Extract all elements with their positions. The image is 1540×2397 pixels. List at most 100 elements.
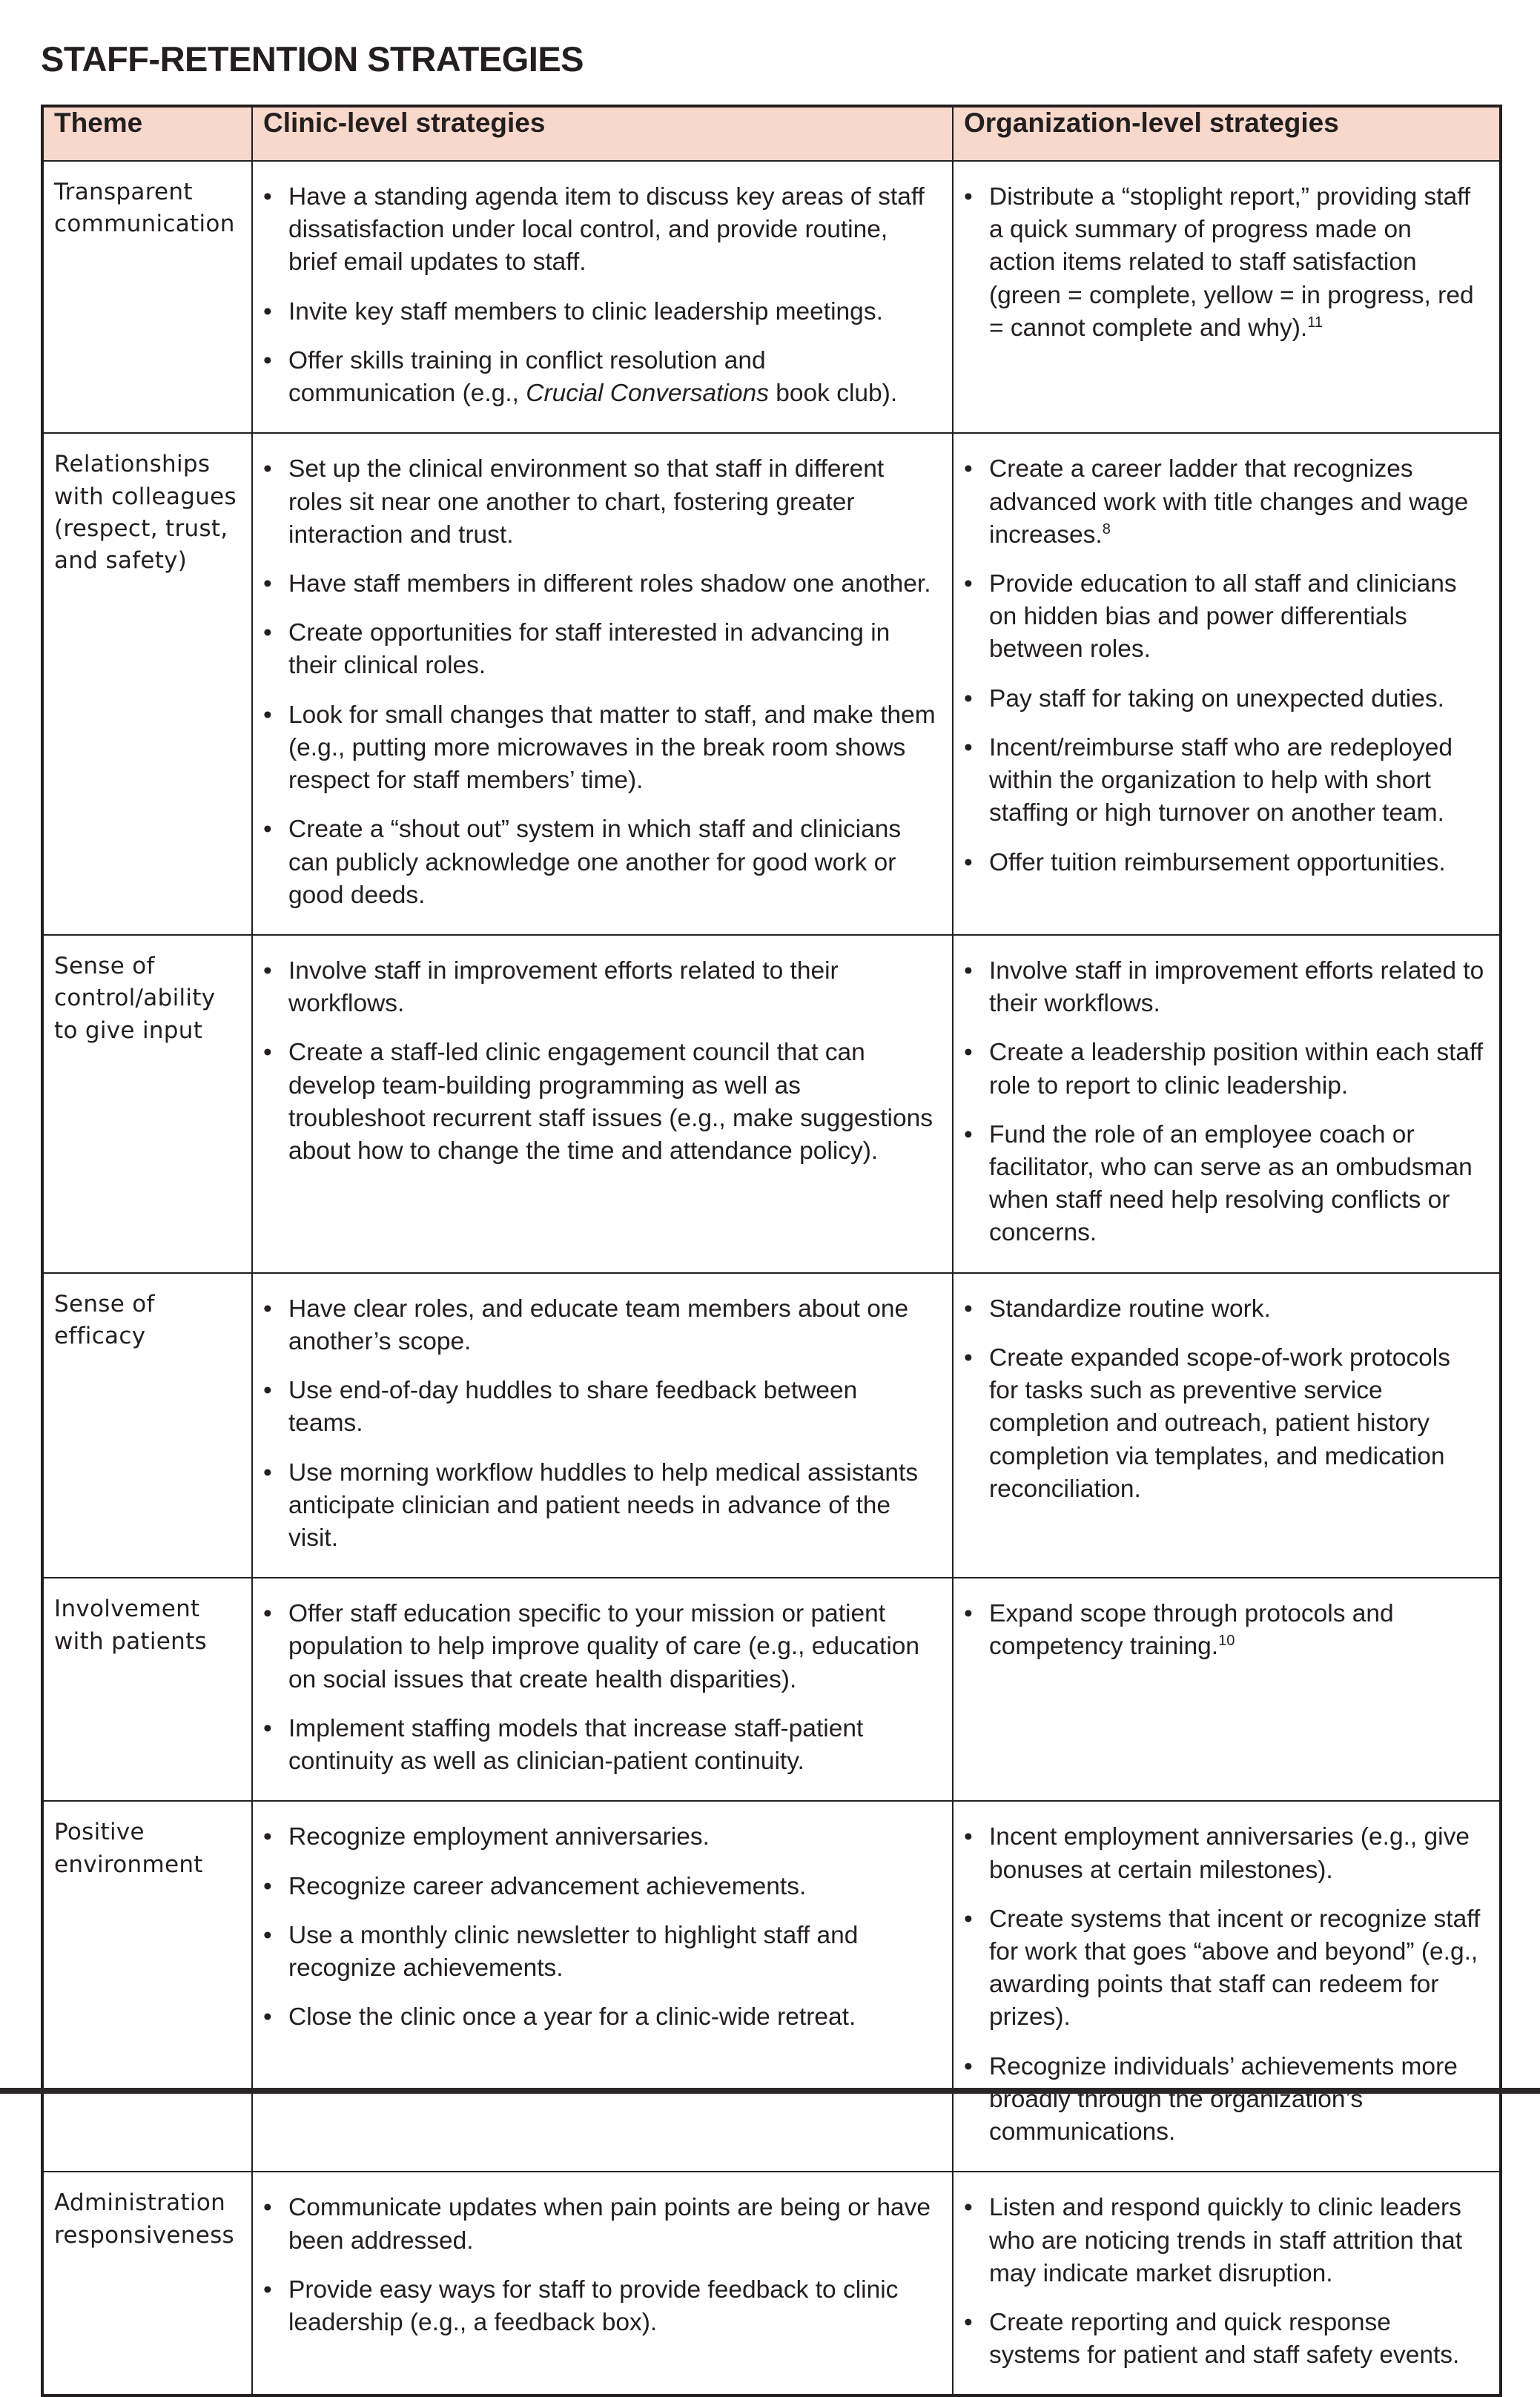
bullet-item: • Invite key staff members to clinic lead… [262,296,937,328]
clinic-strategies-cell: • Offer staff education specific to your … [251,1577,954,1802]
bullet-icon: • [964,183,973,211]
bullet-item: • Fund the role of an employee coach or f… [962,1119,1484,1250]
bullet-icon: • [263,1823,272,1851]
organization-strategies-cell: • Create a career ladder that recognizes … [952,432,1501,936]
bullet-text: Recognize employment anniversaries. [288,1823,710,1851]
bullet-icon: • [964,2052,973,2080]
organization-strategies-cell: • Listen and respond quickly to clinic le… [952,2171,1501,2397]
bullet-item: • Have clear roles, and educate team memb… [262,1293,937,1358]
table-row: Administration responsiveness • Communicat… [42,2171,1501,2397]
bullet-icon: • [263,455,272,483]
bullet-item: • Involve staff in improvement efforts re… [262,955,937,1020]
page-bottom-rule [0,2088,1540,2094]
bullet-item: • Create reporting and quick response sys… [962,2307,1484,2372]
col-header-theme: Theme [42,105,253,162]
bullet-icon: • [263,619,272,647]
bullet-icon: • [263,569,272,598]
bullet-item: • Create a staff-led clinic engagement co… [262,1037,937,1168]
theme-cell: Involvement with patients [42,1577,253,1802]
bullet-text: Create expanded scope-of-work protocols … [989,1343,1450,1503]
page-title: STAFF-RETENTION STRATEGIES [41,39,584,79]
bullet-item: • Offer tuition reimbursement opportuniti… [962,847,1484,879]
bullet-item: • Create systems that incent or recognize… [962,1903,1484,2034]
bullet-icon: • [964,1120,973,1148]
bullet-text: Use a monthly clinic newsletter to highl… [288,1921,859,1982]
bullet-text: Have staff members in different roles sh… [288,569,931,598]
bullet-icon: • [263,297,272,325]
table-row: Transparent communication • Have a standin… [42,159,1501,434]
bullet-icon: • [964,684,973,713]
bullet-icon: • [964,2194,973,2222]
bullet-text: Involve staff in improvement efforts rel… [989,956,1484,1018]
bullet-item: • Close the clinic once a year for a clin… [262,2001,937,2034]
bullet-icon: • [263,1600,272,1628]
bullet-item: • Listen and respond quickly to clinic le… [962,2192,1484,2290]
bullet-icon: • [263,956,272,985]
organization-strategies-cell: • Incent employment anniversaries (e.g., … [952,1800,1501,2173]
bullet-text: Recognize career advancement achievement… [288,1872,807,1900]
bullet-item: • Incent/reimburse staff who are redeploy… [962,732,1484,830]
bullet-item: • Have a standing agenda item to discuss … [262,181,937,280]
bullet-icon: • [964,956,973,985]
bullet-text: Have clear roles, and educate team membe… [288,1295,909,1355]
bullet-icon: • [263,1714,272,1742]
theme-cell: Positive environment [42,1800,253,2173]
bullet-icon: • [263,1921,272,1949]
bullet-item: • Offer staff education specific to your … [262,1598,937,1696]
theme-cell: Sense of control/ability to give input [42,933,253,1274]
bullet-icon: • [964,455,973,483]
organization-strategies-cell: • Involve staff in improvement efforts re… [952,933,1501,1274]
bullet-text: Create opportunities for staff intereste… [288,619,890,680]
bullet-text: Have a standing agenda item to discuss k… [288,183,925,277]
bullet-item: • Use a monthly clinic newsletter to high… [262,1920,937,1985]
bullet-icon: • [964,1039,973,1067]
table-row: Involvement with patients • Offer staff ed… [42,1577,1501,1802]
bullet-item: • Recognize employment anniversaries. [262,1821,937,1854]
bullet-text: Incent/reimburse staff who are redeploye… [989,733,1453,827]
bullet-text: Fund the role of an employee coach or fa… [989,1120,1473,1247]
bullet-item: • Recognize career advancement achievemen… [262,1871,937,1903]
bullet-text: Distribute a “stoplight report,” providi… [989,183,1474,342]
bullet-icon: • [964,1600,973,1628]
clinic-strategies-cell: • Have a standing agenda item to discuss … [251,159,954,434]
clinic-strategies-cell: • Have clear roles, and educate team memb… [251,1272,954,1579]
col-header-organization-level: Organization-level strategies [952,105,1501,162]
bullet-text: Standardize routine work. [989,1295,1271,1323]
bullet-icon: • [263,701,272,729]
table-row: Relationships with colleagues (respect, … [42,432,1501,936]
clinic-strategies-cell: • Set up the clinical environment so that… [251,432,954,936]
theme-cell: Transparent communication [42,159,253,434]
bullet-item: • Have staff members in different roles s… [262,568,937,601]
bullet-icon: • [964,569,973,598]
bullet-text: Pay staff for taking on unexpected dutie… [989,684,1444,713]
clinic-strategies-cell: • Involve staff in improvement efforts re… [251,933,954,1274]
bullet-icon: • [263,1377,272,1405]
bullet-text: Close the clinic once a year for a clini… [288,2003,856,2031]
bullet-text: Use morning workflow huddles to help med… [288,1458,919,1552]
theme-cell: Sense of efficacy [42,1272,253,1579]
table-row: Sense of efficacy • Have clear roles, and … [42,1272,1501,1579]
bullet-item: • Provide education to all staff and clin… [962,568,1484,667]
bullet-icon: • [964,848,973,876]
bullet-text: Listen and respond quickly to clinic lea… [989,2194,1463,2287]
bullet-item: • Create a career ladder that recognizes … [962,453,1484,552]
bullet-text: Expand scope through protocols and compe… [989,1600,1394,1661]
bullet-icon: • [263,346,272,374]
bullet-icon: • [263,1295,272,1323]
bullet-icon: • [964,1343,973,1372]
bullet-item: • Create a “shout out” system in which st… [262,813,937,912]
bullet-text: Create a “shout out” system in which sta… [288,816,902,909]
bullet-text: Incent employment anniversaries (e.g., g… [989,1823,1470,1884]
bullet-icon: • [263,1039,272,1067]
bullet-text: Create reporting and quick response syst… [989,2308,1460,2370]
bullet-text: Implement staffing models that increase … [288,1714,864,1776]
bullet-item: • Standardize routine work. [962,1293,1484,1326]
organization-strategies-cell: • Expand scope through protocols and comp… [952,1577,1501,1802]
bullet-text: Use end-of-day huddles to share feedback… [288,1377,858,1438]
bullet-icon: • [964,2308,973,2336]
table-header: Theme Clinic-level strategies Organizati… [42,105,1501,162]
bullet-item: • Expand scope through protocols and comp… [962,1598,1484,1663]
clinic-strategies-cell: • Communicate updates when pain points ar… [251,2171,954,2397]
bullet-icon: • [964,1823,973,1851]
bullet-icon: • [263,2275,272,2304]
